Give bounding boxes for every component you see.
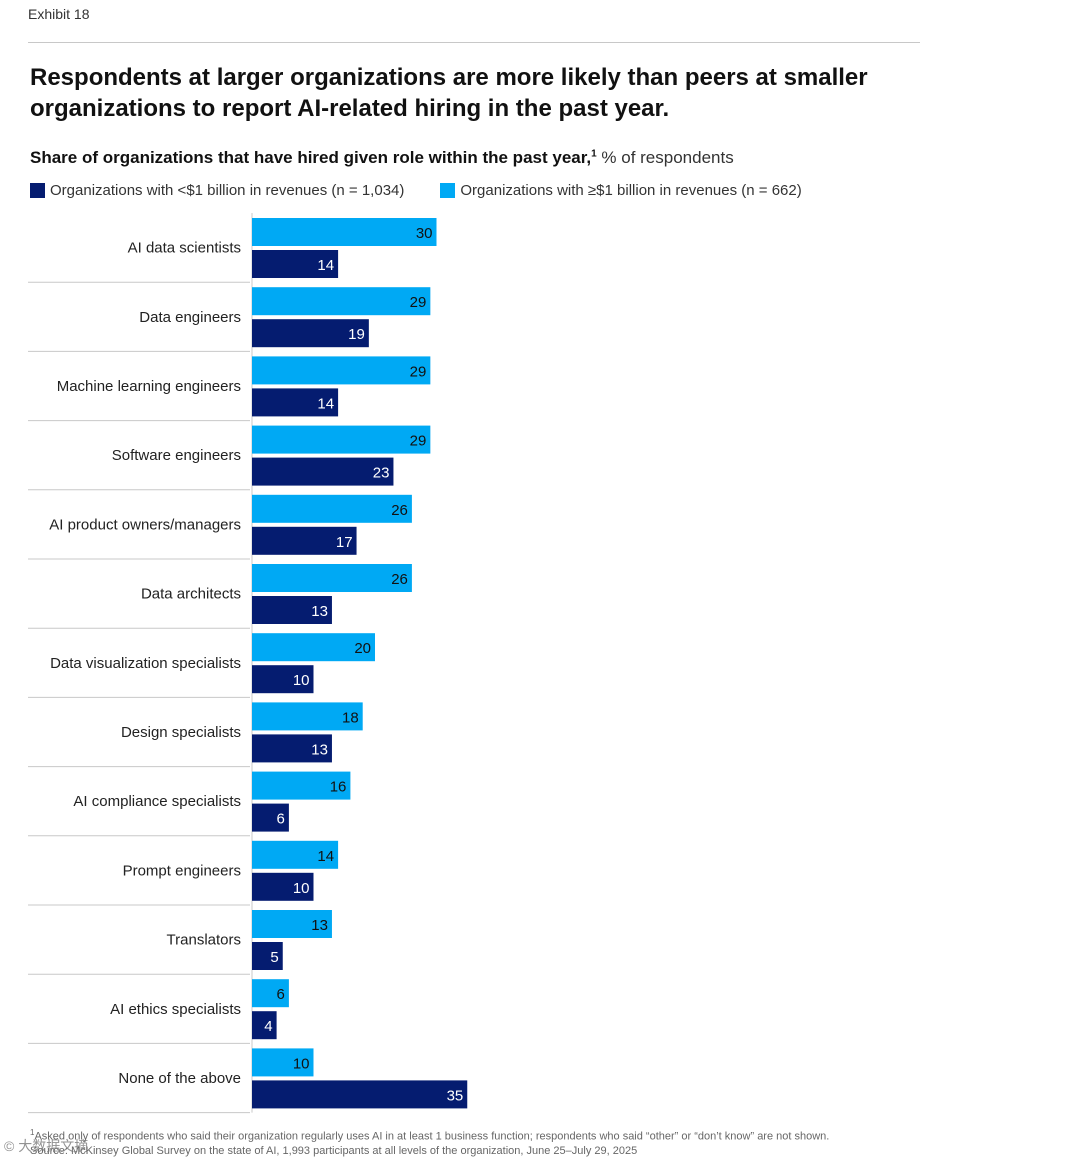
value-label-small-none-of-the-above: 35 <box>447 1087 464 1104</box>
bar-small-ai-ethics-specialists <box>252 1011 277 1040</box>
category-label-none-of-the-above: None of the above <box>118 1070 241 1087</box>
value-label-small-ai-product-owners-managers: 17 <box>336 534 353 551</box>
bar-large-data-engineers <box>252 287 431 316</box>
value-label-large-data-engineers: 29 <box>410 294 427 311</box>
value-label-large-data-architects: 26 <box>391 571 408 588</box>
category-label-design-specialists: Design specialists <box>121 724 241 741</box>
legend-label-large: Organizations with ≥$1 billion in revenu… <box>460 182 802 199</box>
value-label-small-prompt-engineers: 10 <box>293 880 310 897</box>
value-label-large-ai-ethics-specialists: 6 <box>277 986 285 1003</box>
subtitle-main: Share of organizations that have hired g… <box>30 148 592 167</box>
bar-small-translators <box>252 942 283 970</box>
subtitle-footnote-mark: 1 <box>591 148 597 160</box>
value-label-large-ai-data-scientists: 30 <box>416 225 433 242</box>
category-label-machine-learning-engineers: Machine learning engineers <box>57 378 241 395</box>
value-label-large-data-visualization-specialists: 20 <box>354 640 371 657</box>
bar-large-ai-ethics-specialists <box>252 979 289 1008</box>
bar-large-ai-compliance-specialists <box>252 771 351 800</box>
bar-small-data-visualization-specialists <box>252 665 314 694</box>
value-label-small-data-engineers: 19 <box>348 326 365 343</box>
value-label-small-ai-data-scientists: 14 <box>317 257 334 274</box>
value-label-small-translators: 5 <box>270 949 278 966</box>
value-label-large-ai-product-owners-managers: 26 <box>391 502 408 519</box>
bar-large-software-engineers <box>252 425 431 454</box>
bar-large-data-visualization-specialists <box>252 633 375 662</box>
footnote-note: 1Asked only of respondents who said thei… <box>30 1128 830 1143</box>
legend-item-large: Organizations with ≥$1 billion in revenu… <box>440 182 802 199</box>
value-label-small-software-engineers: 23 <box>373 465 390 482</box>
chart-title: Respondents at larger organizations are … <box>30 64 868 122</box>
bar-small-ai-compliance-specialists <box>252 803 289 832</box>
value-label-large-prompt-engineers: 14 <box>317 848 334 865</box>
bar-small-prompt-engineers <box>252 872 314 901</box>
category-label-translators: Translators <box>167 932 241 949</box>
footnote: 1Asked only of respondents who said thei… <box>30 1126 829 1158</box>
footnote-source: Source: McKinsey Global Survey on the st… <box>30 1144 638 1157</box>
value-label-large-machine-learning-engineers: 29 <box>410 363 427 380</box>
bar-large-prompt-engineers <box>252 840 339 869</box>
bar-small-machine-learning-engineers <box>252 388 339 417</box>
value-label-small-data-architects: 13 <box>311 603 328 620</box>
top-divider <box>28 42 920 43</box>
category-label-software-engineers: Software engineers <box>112 447 241 464</box>
category-label-ai-ethics-specialists: AI ethics specialists <box>110 1001 241 1018</box>
bar-small-data-architects <box>252 596 332 624</box>
category-label-ai-data-scientists: AI data scientists <box>128 240 241 257</box>
legend: Organizations with <$1 billion in revenu… <box>30 182 838 199</box>
bar-large-data-architects <box>252 564 412 592</box>
category-label-prompt-engineers: Prompt engineers <box>123 862 241 879</box>
bar-large-none-of-the-above <box>252 1048 314 1077</box>
bar-large-machine-learning-engineers <box>252 356 431 385</box>
category-label-ai-product-owners-managers: AI product owners/managers <box>49 516 241 533</box>
value-label-large-none-of-the-above: 10 <box>293 1055 310 1072</box>
bar-large-ai-data-scientists <box>252 218 437 246</box>
bar-large-design-specialists <box>252 702 363 731</box>
category-label-data-engineers: Data engineers <box>139 309 241 326</box>
value-label-small-ai-compliance-specialists: 6 <box>277 811 285 828</box>
category-label-data-visualization-specialists: Data visualization specialists <box>50 655 241 672</box>
bar-small-design-specialists <box>252 734 332 763</box>
watermark: © 大数据文摘 <box>4 1138 89 1154</box>
value-label-large-design-specialists: 18 <box>342 709 359 726</box>
value-label-large-translators: 13 <box>311 917 328 934</box>
bar-large-translators <box>252 910 332 938</box>
bar-large-ai-product-owners-managers <box>252 494 412 523</box>
bar-small-ai-data-scientists <box>252 250 339 278</box>
bar-small-ai-product-owners-managers <box>252 526 357 555</box>
subtitle-unit: % of respondents <box>596 148 734 167</box>
bar-small-data-engineers <box>252 319 369 348</box>
bar-small-software-engineers <box>252 457 394 486</box>
legend-swatch-large <box>440 183 456 198</box>
value-label-small-design-specialists: 13 <box>311 741 328 758</box>
value-label-large-software-engineers: 29 <box>410 433 427 450</box>
legend-item-small: Organizations with <$1 billion in revenu… <box>30 182 404 199</box>
legend-swatch-small <box>30 183 45 198</box>
legend-label-small: Organizations with <$1 billion in revenu… <box>50 182 405 199</box>
exhibit-label: Exhibit 18 <box>28 6 90 22</box>
value-label-small-machine-learning-engineers: 14 <box>317 395 334 412</box>
bar-small-none-of-the-above <box>252 1080 468 1109</box>
value-label-large-ai-compliance-specialists: 16 <box>330 779 347 796</box>
category-label-ai-compliance-specialists: AI compliance specialists <box>73 793 241 810</box>
category-label-data-architects: Data architects <box>141 586 241 603</box>
value-label-small-data-visualization-specialists: 10 <box>293 672 310 689</box>
chart-subtitle: Share of organizations that have hired g… <box>30 148 734 168</box>
value-label-small-ai-ethics-specialists: 4 <box>264 1018 272 1035</box>
